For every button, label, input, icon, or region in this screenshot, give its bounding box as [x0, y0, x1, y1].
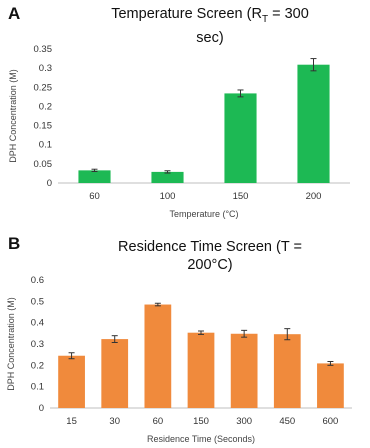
bar: [187, 332, 215, 408]
chart-title-subscript: T: [261, 13, 269, 25]
x-tick-label: 150: [233, 191, 249, 202]
y-tick-label: 0: [47, 178, 52, 189]
x-tick-label: 150: [193, 416, 209, 427]
chart-title-prefix: Temperature Screen (R: [111, 6, 262, 22]
x-tick-label: 100: [160, 191, 176, 202]
y-tick-label: 0.5: [31, 296, 44, 307]
chart-title: Temperature Screen (RT = 300 sec): [60, 5, 360, 47]
y-tick-label: 0.15: [34, 121, 53, 132]
panel-label: A: [8, 4, 21, 23]
x-tick-label: 450: [279, 416, 295, 427]
x-tick-label: 200: [306, 191, 322, 202]
panel-a: A Temperature Screen (RT = 300 sec) 0 0.0…: [8, 4, 360, 219]
y-tick-label: 0.3: [31, 339, 44, 350]
y-tick-label: 0.05: [34, 159, 53, 170]
bar: [144, 304, 172, 408]
bar: [224, 93, 257, 183]
panel-b: B Residence Time Screen (T = 200°C) 0 0.1…: [0, 224, 370, 448]
y-tick-label: 0.1: [31, 382, 44, 393]
chart-title-line2: 200°C): [187, 257, 233, 273]
x-tick-label: 60: [153, 416, 164, 427]
chart-title-suffix: = 300: [268, 6, 309, 22]
y-tick-label: 0: [39, 403, 44, 414]
bar: [78, 170, 111, 183]
residence-time-bar-chart: 0 0.1 0.2 0.3 0.4 0.5 0.6 15 30 60 150 300 450 600 Res…: [6, 275, 352, 444]
x-tick-label: 600: [322, 416, 338, 427]
bar: [317, 363, 344, 408]
y-tick-label: 0.25: [34, 82, 53, 93]
x-tick-label: 30: [109, 416, 120, 427]
chart-title-line2: sec): [196, 29, 224, 46]
y-axis-label: DPH Concentration (M): [6, 297, 16, 391]
y-tick-label: 0.2: [39, 101, 52, 112]
bar: [151, 171, 184, 183]
x-tick-label: 300: [236, 416, 252, 427]
y-axis-label: DPH Concentration (M): [8, 69, 18, 163]
x-tick-label: 60: [89, 191, 100, 202]
y-tick-label: 0.35: [34, 44, 53, 55]
panel-label: B: [8, 234, 21, 253]
x-axis-label: Residence Time (Seconds): [147, 434, 255, 444]
bar: [273, 334, 301, 408]
y-tick-label: 0.3: [39, 63, 52, 74]
y-tick-label: 0.6: [31, 275, 44, 286]
y-tick-label: 0.2: [31, 360, 44, 371]
bar: [58, 355, 85, 408]
y-tick-label: 0.1: [39, 140, 52, 151]
chart-title: Residence Time Screen (T = 200°C): [60, 238, 360, 274]
chart-title-line1: Residence Time Screen (T =: [118, 239, 302, 255]
bar: [101, 339, 129, 408]
x-tick-label: 15: [66, 416, 77, 427]
temperature-bar-chart: 0 0.05 0.1 0.15 0.2 0.25 0.3 0.35 60 100 150 200 Tem…: [8, 44, 350, 219]
bar: [230, 333, 258, 408]
y-tick-label: 0.4: [31, 318, 44, 329]
x-axis-label: Temperature (°C): [169, 209, 238, 219]
bar: [297, 64, 330, 183]
